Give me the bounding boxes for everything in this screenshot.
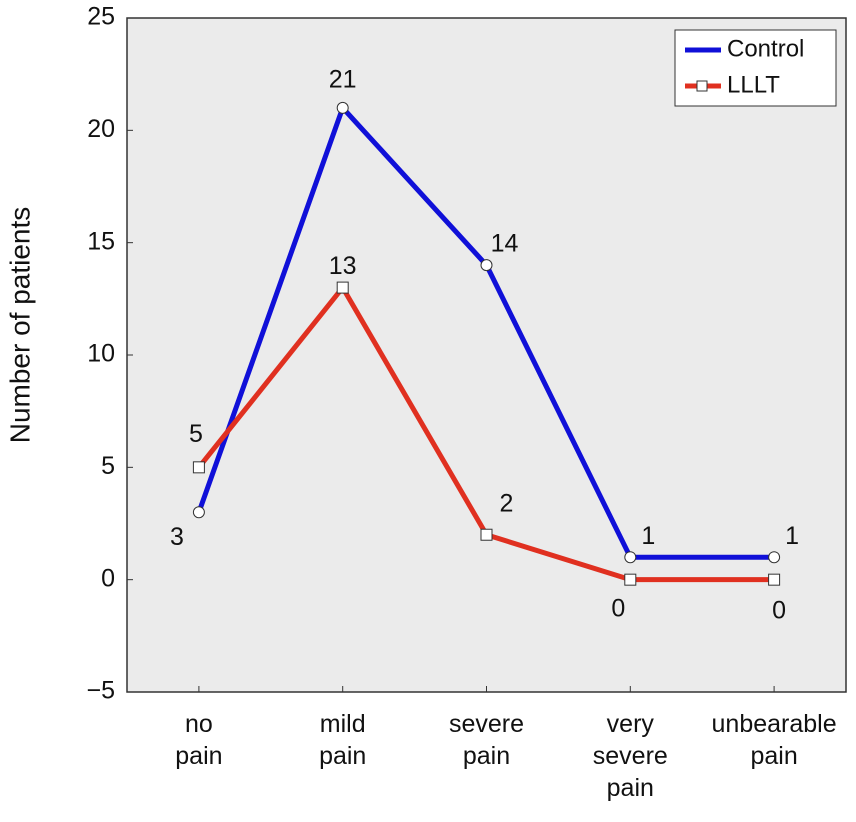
marker [480, 528, 493, 541]
y-tick-label: −5 [86, 677, 115, 705]
marker [480, 259, 493, 272]
legend-label: LLLT [727, 71, 780, 98]
marker [192, 506, 205, 519]
legend-label: Control [727, 35, 804, 62]
data-label: 1 [641, 522, 655, 550]
y-tick-label: 10 [87, 340, 115, 368]
data-label: 0 [772, 596, 786, 624]
y-tick-label: 5 [101, 452, 115, 480]
data-label: 13 [329, 252, 357, 280]
data-label: 14 [491, 230, 519, 258]
y-tick-label: 20 [87, 115, 115, 143]
data-label: 5 [189, 420, 203, 448]
data-label: 21 [329, 65, 357, 93]
data-label: 2 [500, 489, 514, 517]
marker [624, 573, 637, 586]
y-tick-label: 15 [87, 227, 115, 255]
x-tick-label: no pain [175, 710, 222, 770]
y-axis-label: Number of patients [4, 207, 35, 444]
marker [336, 281, 349, 294]
marker [624, 551, 637, 564]
x-tick-label: very severe pain [593, 710, 668, 802]
marker [768, 573, 781, 586]
legend-box [674, 29, 837, 107]
marker [768, 551, 781, 564]
x-tick-label: severe pain [449, 710, 524, 770]
x-tick-label: mild pain [319, 710, 366, 770]
data-label: 1 [785, 522, 799, 550]
x-tick-label: unbearable pain [712, 710, 837, 770]
marker [336, 101, 349, 114]
plot-area [126, 17, 847, 693]
marker [192, 461, 205, 474]
y-tick-label: 0 [101, 564, 115, 592]
legend-marker [696, 80, 708, 92]
data-label: 0 [611, 594, 625, 622]
y-tick-label: 25 [87, 3, 115, 31]
data-label: 3 [170, 523, 184, 551]
